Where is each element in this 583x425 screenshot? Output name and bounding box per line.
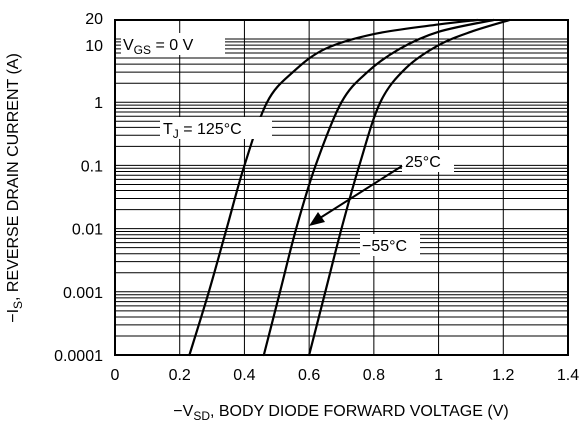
y-tick-label: 1 xyxy=(94,95,103,112)
y-tick-label: 10 xyxy=(85,38,103,55)
x-tick-label: 0.4 xyxy=(233,367,255,384)
x-tick-label: 1.2 xyxy=(492,367,514,384)
tick-layer: 0 0.2 0.4 0.6 0.8 1 1.2 1.4 0.0001 0.001 0.01 0.1 1 1… xyxy=(54,11,579,384)
t25-label-bg xyxy=(402,150,454,172)
y-tick-label: 20 xyxy=(85,11,103,28)
y-tick-label: 0.01 xyxy=(72,222,103,239)
t55-label-bg xyxy=(360,234,420,256)
arrow-head xyxy=(309,212,325,226)
y-tick-label: 0.0001 xyxy=(54,348,103,365)
grid-layer xyxy=(115,20,568,355)
vgs-label-bg xyxy=(121,33,225,55)
vgs-annotation: VGS = 0 V xyxy=(123,37,194,57)
x-axis-label: −VSD, BODY DIODE FORWARD VOLTAGE (V) xyxy=(173,403,508,423)
series-line-3 xyxy=(308,18,511,357)
x-tick-label: 0.2 xyxy=(169,367,191,384)
y-tick-label: 0.001 xyxy=(63,285,103,302)
t55-annotation: −55°C xyxy=(362,238,407,255)
y-tick-label: 0.1 xyxy=(81,158,103,175)
tj-label-bg xyxy=(160,117,272,139)
series-line-1 xyxy=(188,18,479,357)
y-axis-label: −IS, REVERSE DRAIN CURRENT (A) xyxy=(5,53,25,323)
arrow-line xyxy=(319,165,403,219)
x-tick-label: 0 xyxy=(111,367,120,384)
x-tick-label: 1.4 xyxy=(557,367,579,384)
x-tick-label: 1 xyxy=(434,367,443,384)
t25-annotation: 25°C xyxy=(405,154,441,171)
x-tick-label: 0.6 xyxy=(298,367,320,384)
x-tick-label: 0.8 xyxy=(363,367,385,384)
plot-frame xyxy=(114,19,569,356)
series-line-2 xyxy=(262,18,495,357)
tj-annotation: TJ = 125°C xyxy=(163,121,242,141)
series-layer xyxy=(188,18,511,357)
